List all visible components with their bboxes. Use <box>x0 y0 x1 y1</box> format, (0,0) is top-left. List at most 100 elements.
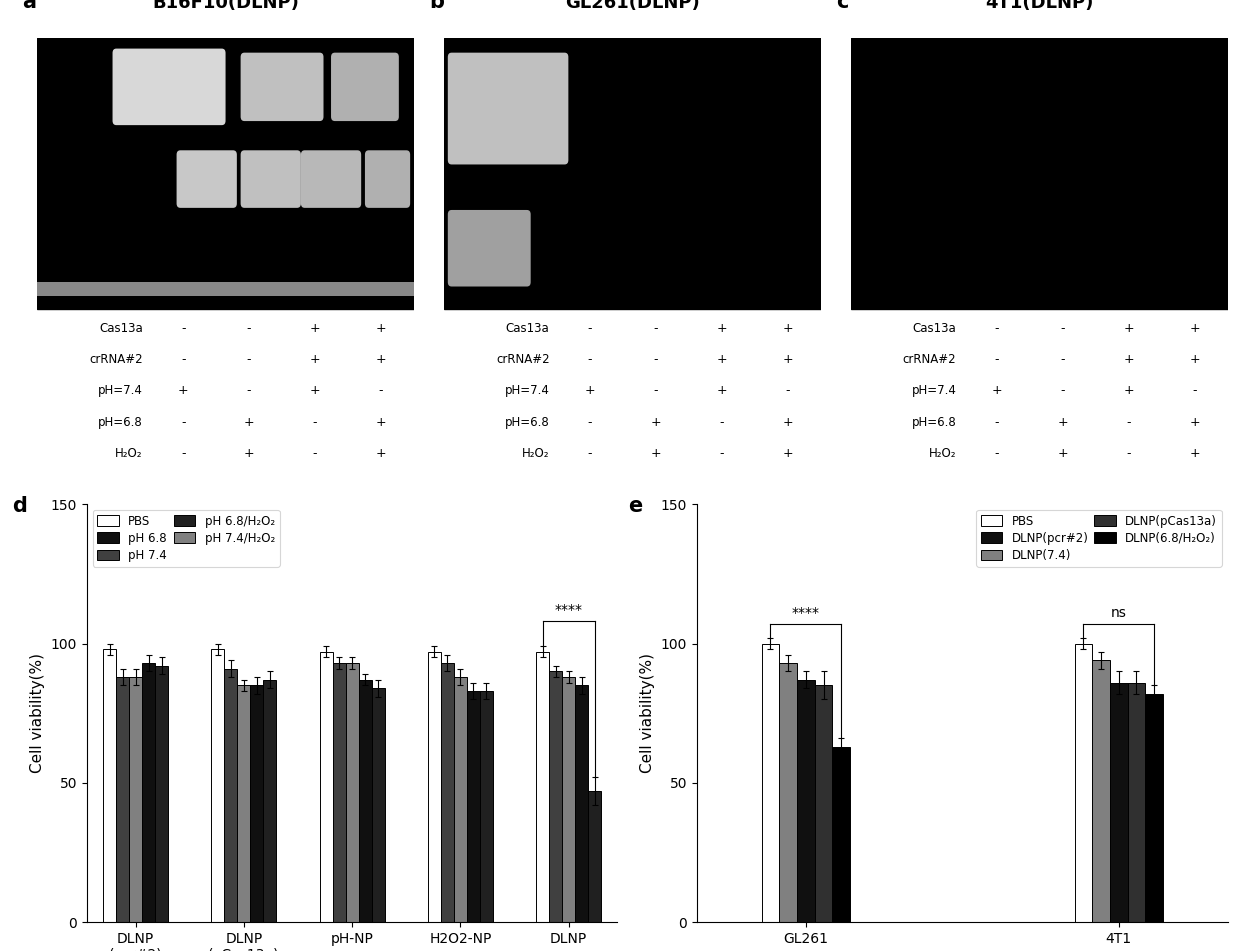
Text: -: - <box>994 416 999 429</box>
Text: -: - <box>994 353 999 366</box>
Text: +: + <box>177 384 188 398</box>
Text: -: - <box>1060 353 1065 366</box>
Text: ns: ns <box>1111 606 1127 620</box>
Text: +: + <box>1123 353 1135 366</box>
Text: -: - <box>1193 384 1197 398</box>
Bar <box>480 691 492 922</box>
Text: +: + <box>717 384 727 398</box>
Text: b: b <box>429 0 444 11</box>
Text: -: - <box>312 416 317 429</box>
Text: +: + <box>310 384 320 398</box>
Bar <box>211 650 224 922</box>
Bar <box>1127 683 1146 922</box>
Legend: PBS, DLNP(pcr#2), DLNP(7.4), DLNP(pCas13a), DLNP(6.8/H₂O₂): PBS, DLNP(pcr#2), DLNP(7.4), DLNP(pCas13… <box>976 510 1221 567</box>
Text: +: + <box>1123 384 1135 398</box>
FancyBboxPatch shape <box>448 52 568 165</box>
Bar <box>332 663 346 922</box>
Text: -: - <box>1060 321 1065 335</box>
Text: pH=6.8: pH=6.8 <box>98 416 143 429</box>
Legend: PBS, pH 6.8, pH 7.4, pH 6.8/H₂O₂, pH 7.4/H₂O₂: PBS, pH 6.8, pH 7.4, pH 6.8/H₂O₂, pH 7.4… <box>93 510 279 567</box>
Text: Cas13a: Cas13a <box>506 321 549 335</box>
Bar <box>143 663 155 922</box>
Text: +: + <box>1189 353 1200 366</box>
Text: 4T1(DLNP): 4T1(DLNP) <box>985 0 1094 11</box>
Text: -: - <box>994 321 999 335</box>
Text: -: - <box>312 447 317 460</box>
Bar <box>117 677 129 922</box>
Text: Cas13a: Cas13a <box>913 321 956 335</box>
Text: +: + <box>1189 321 1200 335</box>
Bar <box>549 671 562 922</box>
FancyBboxPatch shape <box>448 210 531 286</box>
Text: pH=7.4: pH=7.4 <box>505 384 549 398</box>
Bar <box>441 663 454 922</box>
Text: -: - <box>719 416 724 429</box>
Text: GL261(DLNP): GL261(DLNP) <box>565 0 699 11</box>
Bar <box>428 651 441 922</box>
Text: +: + <box>1189 416 1200 429</box>
Text: -: - <box>588 353 593 366</box>
Bar <box>224 669 237 922</box>
FancyBboxPatch shape <box>365 150 410 208</box>
Text: +: + <box>244 447 254 460</box>
Text: -: - <box>181 353 186 366</box>
Text: +: + <box>376 447 386 460</box>
Text: H₂O₂: H₂O₂ <box>522 447 549 460</box>
Text: -: - <box>247 321 252 335</box>
Text: +: + <box>782 321 794 335</box>
Text: pH=6.8: pH=6.8 <box>911 416 956 429</box>
Bar <box>779 663 797 922</box>
Bar <box>1092 660 1110 922</box>
Bar <box>1075 644 1092 922</box>
Bar <box>1110 683 1127 922</box>
Bar <box>358 680 372 922</box>
Text: +: + <box>585 384 595 398</box>
Text: -: - <box>653 384 658 398</box>
FancyBboxPatch shape <box>113 49 226 126</box>
FancyBboxPatch shape <box>331 52 399 121</box>
Text: -: - <box>1126 416 1131 429</box>
Text: c: c <box>836 0 848 11</box>
Text: -: - <box>994 447 999 460</box>
Text: +: + <box>244 416 254 429</box>
Text: ****: **** <box>554 603 583 617</box>
Bar <box>263 680 277 922</box>
Bar <box>454 677 467 922</box>
Bar <box>575 686 588 922</box>
Text: -: - <box>588 447 593 460</box>
Text: +: + <box>782 353 794 366</box>
Y-axis label: Cell viability(%): Cell viability(%) <box>640 653 656 773</box>
Text: -: - <box>653 353 658 366</box>
Bar <box>467 691 480 922</box>
FancyBboxPatch shape <box>444 38 821 309</box>
Text: H₂O₂: H₂O₂ <box>929 447 956 460</box>
Bar <box>1146 693 1163 922</box>
Text: B16F10(DLNP): B16F10(DLNP) <box>153 0 299 11</box>
Text: +: + <box>717 353 727 366</box>
Bar <box>562 677 575 922</box>
Text: -: - <box>378 384 383 398</box>
Bar <box>588 791 601 922</box>
Text: d: d <box>12 495 27 515</box>
Text: crRNA#2: crRNA#2 <box>496 353 549 366</box>
Text: +: + <box>310 353 320 366</box>
Text: -: - <box>1126 447 1131 460</box>
Text: +: + <box>1058 447 1068 460</box>
Text: +: + <box>651 416 661 429</box>
Text: H₂O₂: H₂O₂ <box>115 447 143 460</box>
Text: ****: **** <box>792 606 820 620</box>
Text: pH=7.4: pH=7.4 <box>911 384 956 398</box>
Text: -: - <box>181 416 186 429</box>
Text: -: - <box>181 447 186 460</box>
Y-axis label: Cell viability(%): Cell viability(%) <box>30 653 45 773</box>
Text: +: + <box>782 447 794 460</box>
Text: -: - <box>247 353 252 366</box>
Text: -: - <box>247 384 252 398</box>
Text: +: + <box>651 447 661 460</box>
Bar <box>815 686 832 922</box>
Text: +: + <box>782 416 794 429</box>
Text: -: - <box>181 321 186 335</box>
Bar <box>320 651 332 922</box>
Text: e: e <box>627 495 642 515</box>
Bar <box>129 677 143 922</box>
